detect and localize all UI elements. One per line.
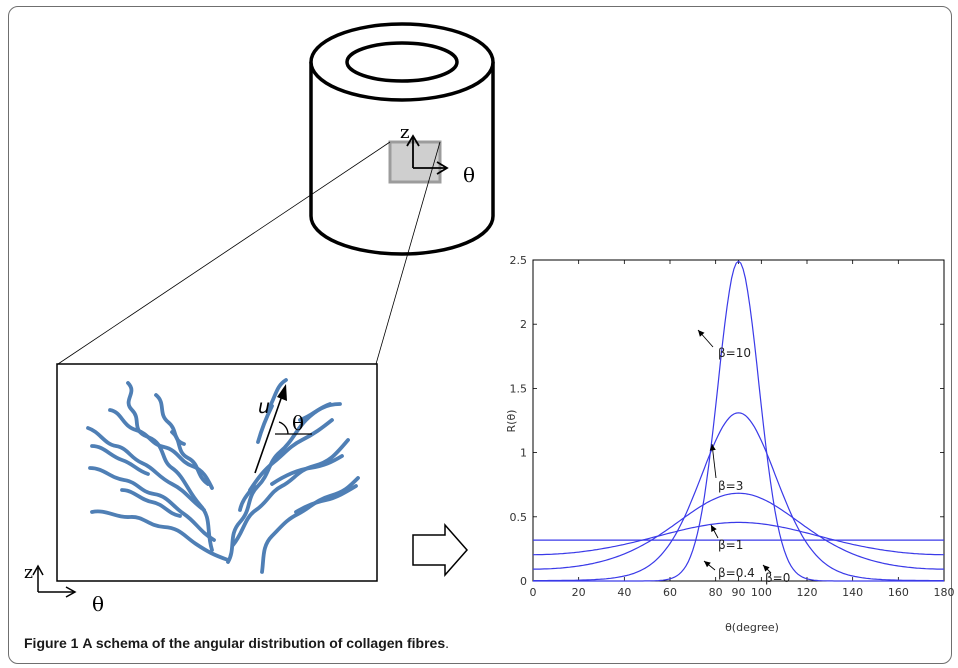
caption-end: .: [445, 635, 449, 651]
annotation-arrowhead: [711, 525, 717, 532]
fibre: [256, 404, 274, 444]
fibre: [238, 484, 256, 512]
zoom-line-right: [375, 141, 441, 365]
y-tick-label: 0.5: [510, 511, 528, 524]
x-tick-label: 120: [797, 586, 818, 599]
fibre: [90, 509, 230, 562]
x-tick-label: 90: [732, 586, 746, 599]
x-axis-label: θ(degree): [725, 621, 779, 634]
panel-theta-label: θ: [92, 592, 104, 616]
z-arrowhead: [406, 134, 420, 147]
annotation-arrowhead: [763, 565, 770, 572]
fibre-box: [56, 363, 378, 582]
x-tick-label: 0: [530, 586, 537, 599]
chart-lines: [533, 260, 944, 582]
y-tick-label: 1: [520, 447, 527, 460]
annotation-label: β=10: [718, 346, 751, 360]
x-tick-label: 140: [842, 586, 863, 599]
x-tick-label: 80: [709, 586, 723, 599]
theta-arrowhead: [436, 161, 449, 175]
x-tick-label: 100: [751, 586, 772, 599]
vector-u-label: u: [258, 396, 270, 418]
fibre: [90, 444, 150, 476]
angle-theta-label: θ: [292, 411, 304, 435]
series-line: [533, 492, 944, 570]
x-tick-label: 60: [663, 586, 677, 599]
annotation-label: β=0.4: [718, 566, 755, 580]
fibre: [170, 430, 210, 486]
vector-u-arrow: [254, 389, 285, 474]
panel-z-label: z: [24, 563, 33, 583]
angle-arc: [278, 421, 289, 435]
series-line: [533, 521, 944, 556]
fibre: [260, 476, 360, 574]
chart-axes: 0 20 40 60 80 90 100 120 140 160 180 0 0.5 1 1.5 2 2.5: [510, 254, 955, 599]
panel-theta-arrowhead: [65, 586, 77, 598]
cylinder-z-label: z: [400, 122, 409, 143]
annotation-label: β=3: [718, 479, 743, 493]
block-arrow-icon: [412, 523, 468, 577]
annotation-arrowhead: [698, 330, 705, 337]
cylinder-theta-label: θ: [463, 163, 475, 187]
x-tick-label: 40: [617, 586, 631, 599]
fibre: [270, 454, 344, 486]
fibre: [88, 466, 216, 542]
fibre: [294, 484, 358, 514]
panel-z-arrowhead: [32, 564, 44, 576]
zoom-line-left: [57, 141, 391, 365]
annotation-label: β=1: [718, 538, 743, 552]
fibre: [248, 418, 334, 492]
x-tick-label: 160: [888, 586, 909, 599]
annotation-arrowhead: [704, 561, 711, 568]
series-line: [533, 260, 944, 582]
vector-u-arrowhead: [277, 384, 287, 401]
distribution-chart: 0 20 40 60 80 90 100 120 140 160 180 0 0.5 1 1.5 2 2.5 β…: [505, 254, 955, 634]
collagen-fibres: [86, 378, 360, 574]
annotation-arrowhead: [709, 444, 716, 451]
y-tick-label: 0: [520, 575, 527, 588]
y-tick-label: 2: [520, 318, 527, 331]
y-tick-label: 1.5: [510, 382, 528, 395]
fibre-panel: u θ z θ: [24, 363, 378, 616]
tissue-patch: [388, 140, 442, 184]
cylinder-inner-rim: [345, 41, 459, 83]
fibre: [108, 408, 214, 490]
x-tick-label: 20: [572, 586, 586, 599]
figure-caption: Figure 1 A schema of the angular distrib…: [24, 635, 449, 651]
fibre: [86, 426, 206, 512]
figure-title: A schema of the angular distribution of …: [82, 635, 446, 651]
y-axis-label: R(θ): [505, 410, 518, 433]
plot-area: [532, 259, 945, 582]
fibre: [120, 488, 182, 518]
cylinder-diagram: z θ: [57, 22, 495, 365]
fibre: [298, 402, 332, 422]
annotation-label: β=0: [765, 571, 790, 585]
figure-label: Figure 1: [24, 635, 79, 651]
fibre: [231, 438, 350, 547]
series-line: [533, 412, 944, 582]
chart-annotations: β=10 β=3 β=1 β=0.4 β=0: [697, 329, 790, 585]
y-tick-label: 2.5: [510, 254, 528, 267]
x-tick-label: 180: [934, 586, 955, 599]
